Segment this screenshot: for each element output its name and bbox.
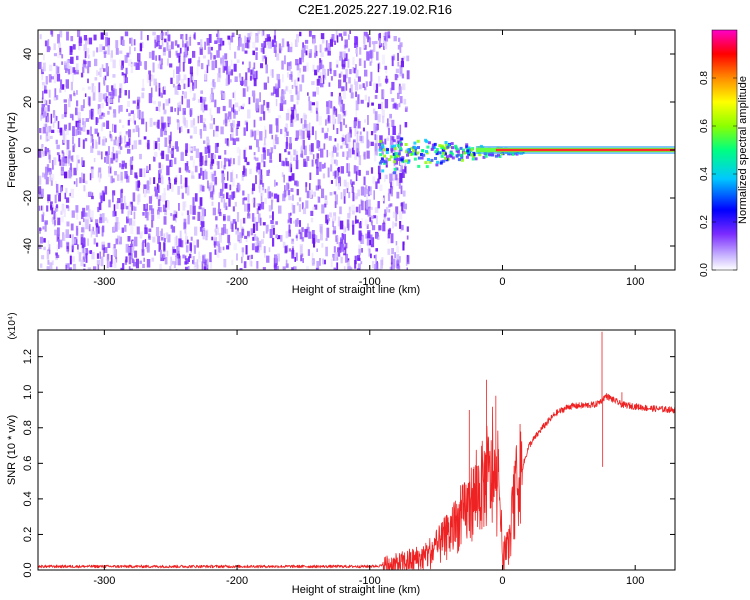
spectrogram-y-axis-label: Frequency (Hz)	[6, 112, 18, 188]
chart-title: C2E1.2025.227.19.02.R16	[298, 2, 452, 17]
snr-y-tick-label: 1.0	[22, 385, 34, 400]
snr-x-tick-label: -300	[93, 575, 115, 587]
spectrogram-y-tick-label: -20	[22, 190, 34, 206]
snr-panel: -300 -200 -100 0 100 0.0 0.2 0.4 0.6 0.8 1.0 1.2 H…	[6, 312, 676, 596]
spectrogram-x-tick-label: -100	[359, 276, 381, 288]
snr-y-tick-label: 1.2	[22, 349, 34, 364]
colorbar-tick-label: 0.2	[699, 215, 710, 229]
snr-y-tick-label: 0.4	[22, 491, 34, 506]
snr-series-line	[38, 331, 675, 570]
snr-x-tick-label: 100	[626, 575, 644, 587]
spectrogram-x-axis-label: Height of straight line (km)	[292, 284, 420, 296]
colorbar-tick-label: 0.4	[699, 167, 710, 181]
snr-y-tick-label: 0.0	[22, 562, 34, 577]
snr-y-tick-label: 0.2	[22, 527, 34, 542]
spectrogram-y-tick-label: 20	[22, 96, 34, 108]
snr-y-multiplier: (x10⁴)	[7, 312, 18, 339]
spectrogram-y-tick-label: 0	[22, 147, 34, 153]
spectrogram-y-tick-label: -40	[22, 238, 34, 254]
spectrogram-y-tick-label: 40	[22, 48, 34, 60]
spectrogram-x-tick-label: -300	[93, 276, 115, 288]
snr-y-axis-label: SNR (10 * v/v)	[6, 415, 18, 485]
colorbar-label: Normalized spectral amplitude	[737, 76, 749, 224]
spectrogram-x-tick-label: -200	[226, 276, 248, 288]
snr-frame	[37, 329, 676, 571]
snr-x-tick-label: 0	[499, 575, 505, 587]
colorbar-tick-label: 0.6	[699, 119, 710, 133]
colorbar-gradient	[711, 29, 738, 271]
spectrogram-signal	[378, 137, 675, 175]
colorbar: 0.0 0.2 0.4 0.6 0.8 Normalized spectral ampl…	[699, 29, 749, 277]
snr-y-tick-label: 0.6	[22, 456, 34, 471]
snr-x-tick-label: -100	[359, 575, 381, 587]
spectrogram-x-tick-label: 0	[499, 276, 505, 288]
colorbar-tick-label: 0.0	[699, 263, 710, 277]
colorbar-tick-label: 0.8	[699, 71, 710, 85]
snr-y-tick-label: 0.8	[22, 420, 34, 435]
spectrogram-x-tick-label: 100	[626, 276, 644, 288]
snr-x-tick-label: -200	[226, 575, 248, 587]
snr-x-axis-label: Height of straight line (km)	[292, 584, 420, 596]
spectrogram-noise	[38, 30, 410, 270]
